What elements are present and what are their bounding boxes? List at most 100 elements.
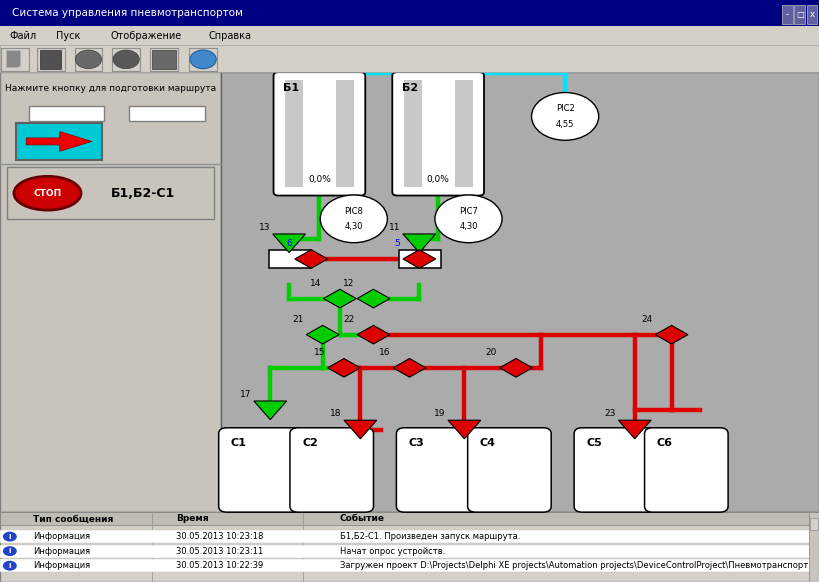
FancyBboxPatch shape (219, 428, 302, 512)
FancyBboxPatch shape (468, 428, 551, 512)
Text: 4,30: 4,30 (345, 222, 363, 232)
FancyBboxPatch shape (152, 50, 176, 69)
Polygon shape (306, 325, 339, 344)
Circle shape (113, 50, 139, 69)
Ellipse shape (435, 195, 502, 243)
Text: 11: 11 (389, 223, 400, 232)
Text: С1: С1 (231, 438, 247, 448)
Text: СТОП: СТОП (34, 189, 61, 198)
Text: 13: 13 (259, 223, 270, 232)
FancyBboxPatch shape (274, 72, 365, 196)
Text: С2: С2 (302, 438, 318, 448)
Text: 18: 18 (330, 409, 342, 418)
Text: 30.05.2013 10:23:11: 30.05.2013 10:23:11 (176, 546, 264, 556)
FancyBboxPatch shape (189, 48, 217, 71)
Polygon shape (500, 359, 532, 377)
FancyBboxPatch shape (37, 48, 65, 71)
Text: 12: 12 (343, 279, 355, 288)
Text: Загружен проект D:\Projects\Delphi XE projects\Automation projects\DeviceControl: Загружен проект D:\Projects\Delphi XE pr… (340, 561, 819, 570)
Text: Пуск: Пуск (56, 31, 80, 41)
FancyBboxPatch shape (0, 72, 221, 512)
Text: Начат опрос устройств.: Начат опрос устройств. (340, 546, 446, 556)
FancyBboxPatch shape (0, 45, 819, 72)
Text: Информация: Информация (33, 532, 90, 541)
Text: С3: С3 (409, 438, 424, 448)
FancyBboxPatch shape (0, 559, 819, 572)
FancyBboxPatch shape (1, 48, 29, 71)
FancyBboxPatch shape (810, 518, 818, 530)
Polygon shape (254, 401, 287, 420)
FancyBboxPatch shape (0, 512, 819, 582)
Text: 30.05.2013 10:23:18: 30.05.2013 10:23:18 (176, 532, 264, 541)
Text: 4,55: 4,55 (556, 120, 574, 129)
Text: Событие: Событие (340, 514, 385, 523)
FancyBboxPatch shape (574, 428, 658, 512)
Circle shape (2, 532, 16, 541)
Text: 24: 24 (641, 315, 653, 324)
Text: PIC2: PIC2 (556, 104, 574, 113)
Text: Б2: Б2 (402, 83, 419, 93)
Text: i: i (8, 534, 11, 540)
FancyBboxPatch shape (221, 72, 819, 512)
FancyBboxPatch shape (150, 48, 178, 71)
Polygon shape (618, 420, 651, 439)
Polygon shape (295, 250, 328, 268)
FancyBboxPatch shape (0, 512, 819, 525)
Polygon shape (403, 250, 436, 268)
Text: 20: 20 (486, 348, 497, 357)
Text: Нажмите кнопку для подготовки маршрута: Нажмите кнопку для подготовки маршрута (5, 84, 216, 93)
Text: 17: 17 (240, 390, 251, 399)
FancyBboxPatch shape (16, 123, 102, 160)
Text: 4,30: 4,30 (459, 222, 477, 232)
Text: Время: Время (176, 514, 209, 523)
FancyBboxPatch shape (129, 106, 205, 121)
FancyBboxPatch shape (285, 80, 303, 187)
FancyBboxPatch shape (29, 106, 104, 121)
FancyBboxPatch shape (336, 80, 354, 187)
Text: i: i (8, 563, 11, 569)
Polygon shape (655, 325, 688, 344)
FancyBboxPatch shape (396, 428, 480, 512)
Text: -: - (786, 10, 789, 19)
Polygon shape (26, 132, 92, 151)
Text: 22: 22 (343, 315, 355, 324)
Circle shape (190, 50, 216, 69)
Text: 14: 14 (310, 279, 321, 288)
FancyBboxPatch shape (0, 545, 819, 558)
Ellipse shape (532, 93, 599, 140)
Polygon shape (328, 359, 360, 377)
Text: С5: С5 (586, 438, 602, 448)
FancyBboxPatch shape (112, 48, 140, 71)
Polygon shape (7, 51, 20, 68)
Text: Тип сообщения: Тип сообщения (33, 514, 113, 523)
Text: 16: 16 (379, 348, 391, 357)
Text: 30.05.2013 10:22:39: 30.05.2013 10:22:39 (176, 561, 264, 570)
Polygon shape (403, 234, 436, 253)
Text: Система управления пневмотранспортом: Система управления пневмотранспортом (12, 8, 243, 18)
Circle shape (75, 50, 102, 69)
FancyBboxPatch shape (645, 428, 728, 512)
FancyBboxPatch shape (399, 250, 441, 268)
Text: i: i (8, 548, 11, 554)
Text: Информация: Информация (33, 561, 90, 570)
Polygon shape (273, 234, 305, 253)
FancyBboxPatch shape (0, 0, 819, 26)
FancyBboxPatch shape (0, 26, 819, 45)
Text: Файл: Файл (10, 31, 37, 41)
Text: PIC8: PIC8 (344, 207, 364, 216)
Text: 5: 5 (395, 239, 400, 248)
FancyBboxPatch shape (290, 428, 373, 512)
Text: □: □ (796, 10, 803, 19)
FancyBboxPatch shape (40, 50, 61, 69)
FancyBboxPatch shape (782, 5, 793, 24)
Text: Информация: Информация (33, 546, 90, 556)
FancyBboxPatch shape (75, 48, 102, 71)
FancyBboxPatch shape (809, 512, 819, 582)
FancyBboxPatch shape (455, 80, 473, 187)
Text: 21: 21 (292, 315, 304, 324)
Text: x: x (809, 10, 815, 19)
Text: 0,0%: 0,0% (308, 175, 331, 184)
Text: 0,0%: 0,0% (427, 175, 450, 184)
FancyBboxPatch shape (794, 5, 805, 24)
Text: 6: 6 (287, 239, 292, 248)
